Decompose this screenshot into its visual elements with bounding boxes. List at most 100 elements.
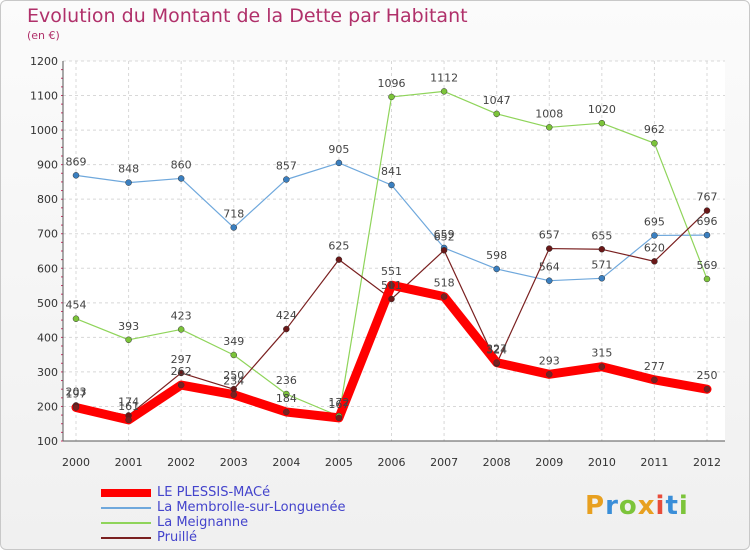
data-point [125, 179, 132, 186]
data-point [335, 414, 343, 422]
data-point [388, 281, 395, 289]
legend-label: Pruillé [157, 530, 198, 545]
x-tick-label: 2003 [220, 456, 248, 469]
data-label: 962 [644, 123, 665, 136]
data-point [703, 231, 711, 239]
data-point [546, 245, 553, 252]
data-label: 423 [171, 309, 192, 322]
data-point [493, 110, 500, 118]
data-label: 841 [381, 165, 402, 178]
data-label: 1112 [430, 71, 458, 84]
x-tick-label: 2002 [167, 456, 195, 469]
data-label: 1047 [483, 94, 511, 107]
data-point [230, 224, 237, 231]
data-point [546, 371, 553, 378]
data-point [546, 277, 553, 284]
legend-label: LE PLESSIS-MACé [157, 485, 271, 500]
data-point [493, 265, 500, 273]
data-point [703, 385, 711, 393]
data-label: 250 [697, 369, 718, 382]
plot-area [63, 61, 725, 441]
data-label: 659 [434, 228, 455, 241]
data-point [598, 275, 606, 282]
x-tick-label: 2004 [272, 456, 300, 469]
data-label: 236 [276, 374, 297, 387]
logo-letter: o [618, 491, 638, 521]
data-label: 234 [223, 375, 244, 388]
data-point [283, 325, 290, 333]
data-label: 297 [171, 353, 192, 366]
data-label: 860 [171, 158, 192, 171]
y-tick-label: 1200 [30, 55, 58, 68]
data-label: 1096 [378, 77, 406, 90]
logo-letter: t [665, 491, 679, 521]
x-tick-label: 2011 [640, 456, 668, 469]
data-label: 655 [591, 229, 612, 242]
data-point [177, 175, 185, 182]
data-label: 652 [434, 230, 455, 243]
data-label: 905 [328, 143, 349, 156]
data-point [440, 293, 448, 300]
data-label: 625 [328, 240, 349, 253]
x-tick-label: 2010 [588, 456, 616, 469]
data-label: 174 [118, 395, 139, 408]
data-label: 161 [118, 400, 139, 413]
y-tick-label: 1000 [30, 124, 58, 137]
data-point [598, 246, 606, 253]
data-label: 324 [486, 344, 507, 357]
y-tick-label: 1100 [30, 90, 58, 103]
data-label: 569 [697, 259, 718, 272]
data-label: 1008 [535, 107, 563, 120]
x-tick-label: 2005 [325, 456, 353, 469]
data-label: 277 [644, 360, 665, 373]
y-tick-label: 600 [37, 262, 58, 275]
data-label: 184 [276, 392, 297, 405]
y-tick-label: 700 [37, 228, 58, 241]
x-tick-label: 2007 [430, 456, 458, 469]
logo-letter: r [605, 491, 619, 521]
data-point [177, 381, 185, 389]
data-label: 564 [539, 261, 560, 274]
data-point [72, 172, 80, 179]
data-label: 551 [381, 265, 402, 278]
data-label: 393 [118, 320, 139, 333]
data-label: 696 [697, 215, 718, 228]
data-point [72, 315, 80, 322]
data-point [440, 247, 448, 254]
data-label: 598 [486, 249, 507, 262]
x-tick-label: 2008 [483, 456, 511, 469]
data-label: 767 [697, 191, 718, 204]
data-point [703, 275, 711, 283]
legend-label: La Meignanne [157, 515, 249, 530]
data-point [651, 376, 658, 384]
data-label: 511 [381, 279, 402, 292]
data-label: 518 [434, 277, 455, 290]
data-point [546, 124, 553, 131]
y-tick-label: 500 [37, 297, 58, 310]
chart-unit: (en €) [27, 29, 60, 42]
logo-letter: x [637, 491, 656, 521]
data-point [493, 359, 500, 366]
logo-letter: i [678, 491, 689, 521]
data-point [388, 93, 395, 101]
data-label: 167 [328, 398, 349, 411]
data-label: 172 [328, 396, 349, 409]
logo-letter: P [585, 491, 606, 521]
legend-label: La Membrolle-sur-Longuenée [157, 500, 346, 515]
data-label: 1020 [588, 103, 616, 116]
data-label: 424 [276, 309, 297, 322]
legend-swatch [101, 537, 151, 539]
data-point [440, 88, 448, 95]
legend-swatch [101, 522, 151, 524]
data-label: 454 [66, 299, 87, 312]
x-tick-label: 2009 [535, 456, 563, 469]
data-point [283, 408, 290, 416]
data-point [388, 295, 395, 303]
data-point [651, 232, 658, 239]
data-point [283, 390, 290, 398]
chart-title: Evolution du Montant de la Dette par Hab… [27, 5, 468, 27]
data-point [651, 258, 658, 265]
x-tick-label: 2001 [115, 456, 143, 469]
data-label: 203 [66, 385, 87, 398]
